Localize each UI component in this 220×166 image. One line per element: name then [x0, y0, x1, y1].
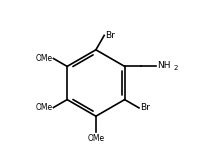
Text: NH: NH: [157, 61, 170, 70]
Text: 2: 2: [174, 65, 178, 71]
Text: Br: Br: [105, 31, 115, 40]
Text: OMe: OMe: [87, 134, 104, 143]
Text: OMe: OMe: [35, 54, 53, 63]
Text: OMe: OMe: [35, 103, 53, 112]
Text: Br: Br: [140, 103, 150, 112]
